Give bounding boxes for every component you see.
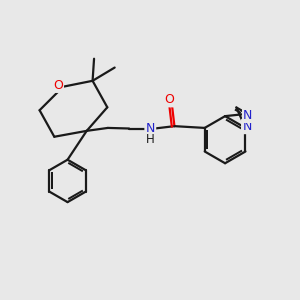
Text: O: O: [53, 79, 63, 92]
Text: N: N: [146, 122, 155, 135]
Text: H: H: [146, 133, 155, 146]
Text: O: O: [164, 93, 174, 106]
Text: N: N: [242, 120, 252, 133]
Text: N: N: [243, 109, 253, 122]
